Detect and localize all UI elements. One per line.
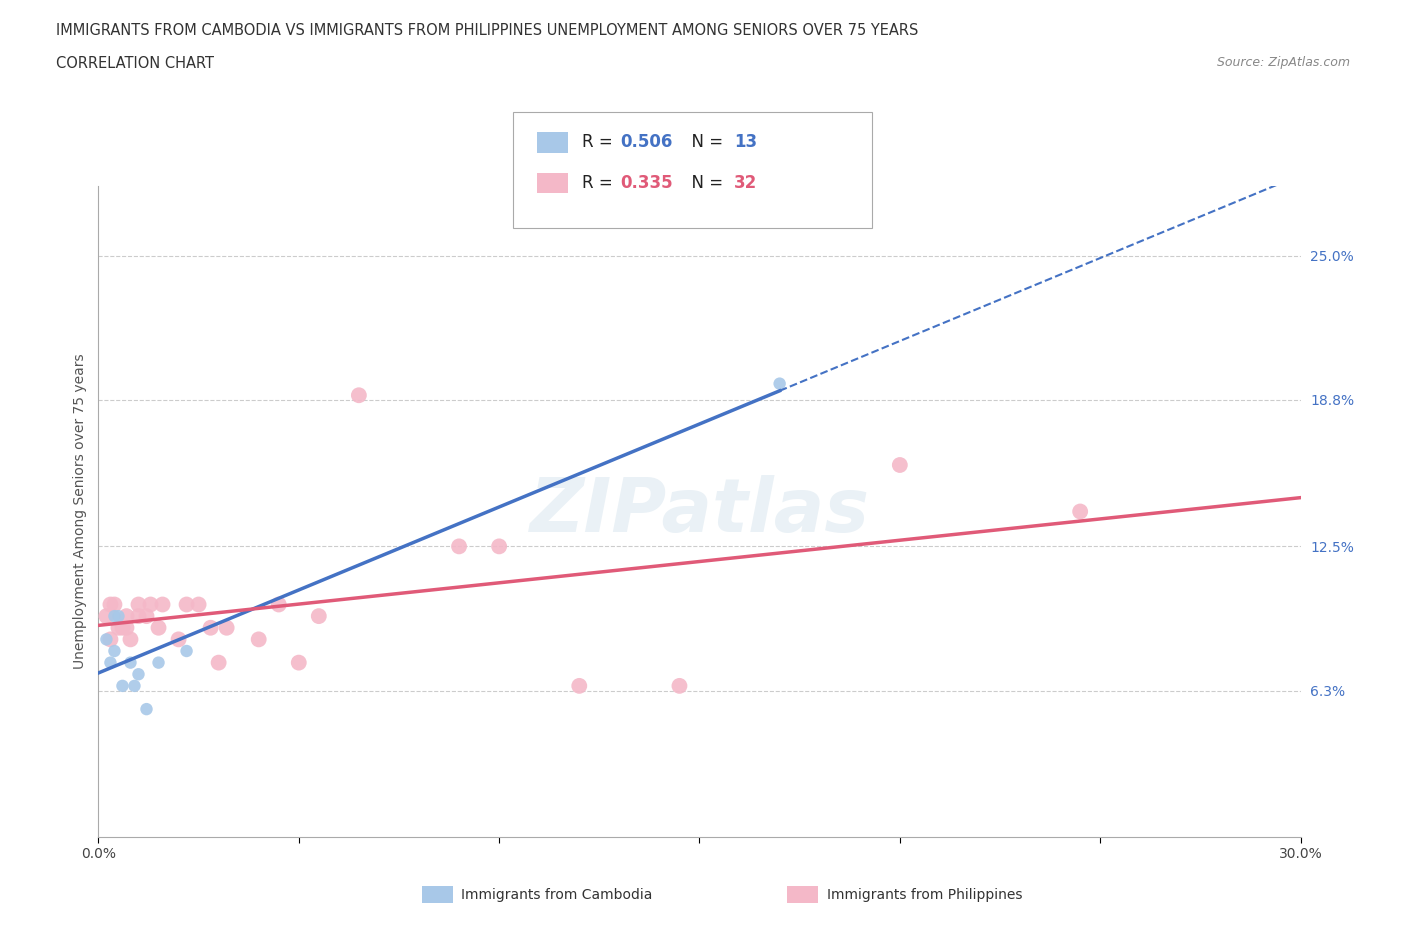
Point [447, 539, 470, 554]
Point [96, 609, 118, 624]
Text: CORRELATION CHART: CORRELATION CHART [56, 56, 214, 71]
Point [139, 597, 162, 612]
Point [107, 620, 129, 635]
Point [200, 620, 222, 635]
Point [167, 632, 190, 647]
Point [488, 539, 510, 554]
Text: R =: R = [582, 133, 619, 152]
Point [111, 679, 134, 694]
Point [187, 597, 209, 612]
Point [148, 620, 170, 635]
Point [152, 597, 174, 612]
Text: Source: ZipAtlas.com: Source: ZipAtlas.com [1216, 56, 1350, 69]
Text: N =: N = [681, 133, 728, 152]
Text: 0.335: 0.335 [620, 174, 672, 193]
Point [347, 388, 370, 403]
Point [768, 377, 790, 392]
Point [100, 632, 122, 647]
Point [115, 609, 138, 624]
Point [128, 667, 150, 682]
Point [100, 597, 122, 612]
Point [208, 656, 231, 671]
Point [128, 597, 150, 612]
Point [668, 679, 690, 694]
Text: Immigrants from Cambodia: Immigrants from Cambodia [461, 887, 652, 902]
Point [135, 702, 157, 717]
Text: R =: R = [582, 174, 619, 193]
Point [128, 609, 150, 624]
Point [111, 620, 134, 635]
Point [96, 632, 118, 647]
Point [889, 458, 911, 472]
Point [103, 609, 125, 624]
Point [288, 656, 311, 671]
Point [120, 656, 142, 671]
Point [148, 656, 170, 671]
Point [176, 597, 198, 612]
Point [124, 679, 146, 694]
Point [100, 656, 122, 671]
Point [103, 597, 125, 612]
Point [247, 632, 270, 647]
Text: 13: 13 [734, 133, 756, 152]
Point [568, 679, 591, 694]
Point [1069, 504, 1091, 519]
Point [103, 644, 125, 658]
Point [115, 620, 138, 635]
Text: N =: N = [681, 174, 728, 193]
Text: 32: 32 [734, 174, 758, 193]
Text: 0.506: 0.506 [620, 133, 672, 152]
Point [120, 632, 142, 647]
Text: IMMIGRANTS FROM CAMBODIA VS IMMIGRANTS FROM PHILIPPINES UNEMPLOYMENT AMONG SENIO: IMMIGRANTS FROM CAMBODIA VS IMMIGRANTS F… [56, 23, 918, 38]
Point [107, 609, 129, 624]
Point [135, 609, 157, 624]
Text: ZIPatlas: ZIPatlas [530, 475, 869, 548]
Point [308, 609, 330, 624]
Point [215, 620, 238, 635]
Point [267, 597, 290, 612]
Text: Immigrants from Philippines: Immigrants from Philippines [827, 887, 1022, 902]
Point [176, 644, 198, 658]
Y-axis label: Unemployment Among Seniors over 75 years: Unemployment Among Seniors over 75 years [73, 353, 87, 670]
